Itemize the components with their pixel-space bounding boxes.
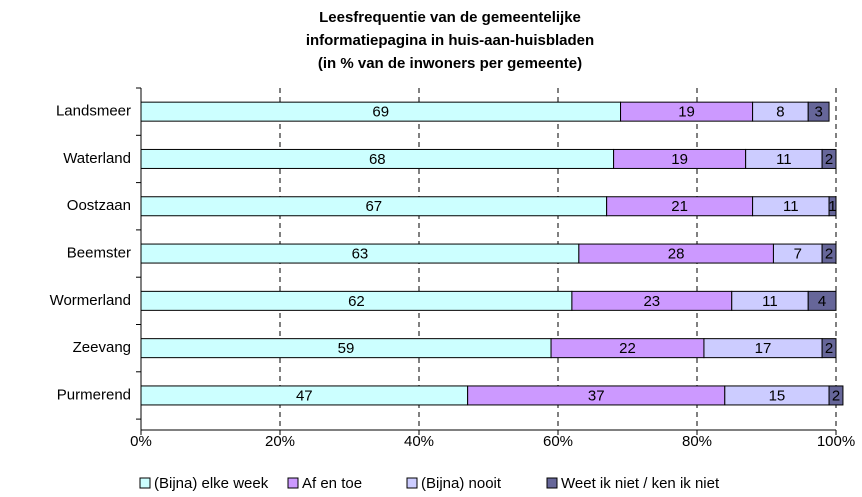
y-tick-label: Waterland [63, 150, 131, 167]
data-label: 3 [814, 104, 822, 121]
data-label: 68 [369, 151, 386, 168]
bar-segment [807, 101, 830, 122]
data-label: 7 [794, 246, 802, 263]
data-label: 15 [769, 387, 786, 404]
data-label: 11 [762, 293, 778, 310]
data-label: 17 [755, 340, 772, 357]
x-tick-label: 20% [265, 433, 295, 450]
y-tick-label: Wormerland [50, 292, 131, 309]
bar-segment [828, 196, 837, 217]
data-label: 21 [671, 198, 688, 215]
data-label: 4 [818, 293, 826, 310]
legend-swatch [546, 477, 558, 489]
data-label: 11 [783, 198, 799, 215]
y-tick-label: Landsmeer [56, 103, 131, 120]
bar-segment [821, 338, 837, 359]
bar-segment [821, 148, 837, 169]
x-tick-label: 80% [682, 433, 712, 450]
x-tick-label: 100% [817, 433, 855, 450]
data-label: 2 [825, 246, 833, 263]
data-label: 37 [588, 387, 605, 404]
data-label: 19 [678, 104, 695, 121]
data-label: 28 [668, 246, 685, 263]
data-label: 22 [619, 340, 636, 357]
x-tick-label: 0% [130, 433, 152, 450]
data-label: 2 [825, 340, 833, 357]
bar-segment [821, 243, 837, 264]
data-label: 63 [352, 246, 369, 263]
data-label: 2 [825, 151, 833, 168]
data-label: 19 [671, 151, 688, 168]
chart-title: (in % van de inwoners per gemeente) [318, 55, 582, 72]
legend-label: (Bijna) elke week [154, 475, 269, 492]
data-label: 8 [776, 104, 784, 121]
y-tick-label: Zeevang [73, 339, 131, 356]
x-tick-label: 60% [543, 433, 573, 450]
data-label: 62 [348, 293, 365, 310]
data-label: 67 [365, 198, 382, 215]
legend-label: (Bijna) nooit [421, 475, 502, 492]
x-tick-label: 40% [404, 433, 434, 450]
legend-label: Weet ik niet / ken ik niet [561, 475, 720, 492]
y-tick-label: Oostzaan [67, 197, 131, 214]
legend-swatch [406, 477, 418, 489]
legend-swatch [287, 477, 299, 489]
y-tick-label: Beemster [67, 245, 131, 262]
data-label: 23 [643, 293, 660, 310]
chart-title: informatiepagina in huis-aan-huisbladen [306, 32, 594, 49]
data-label: 47 [296, 387, 313, 404]
data-label: 59 [338, 340, 355, 357]
data-label: 1 [828, 198, 836, 215]
chart-title: Leesfrequentie van de gemeentelijke [319, 9, 581, 26]
data-label: 69 [372, 104, 389, 121]
bar-segment [807, 290, 837, 311]
legend-swatch [139, 477, 151, 489]
y-tick-label: Purmerend [57, 386, 131, 403]
data-label: 2 [832, 387, 840, 404]
data-label: 11 [776, 151, 792, 168]
legend-label: Af en toe [302, 475, 362, 492]
bar-segment [828, 385, 844, 406]
